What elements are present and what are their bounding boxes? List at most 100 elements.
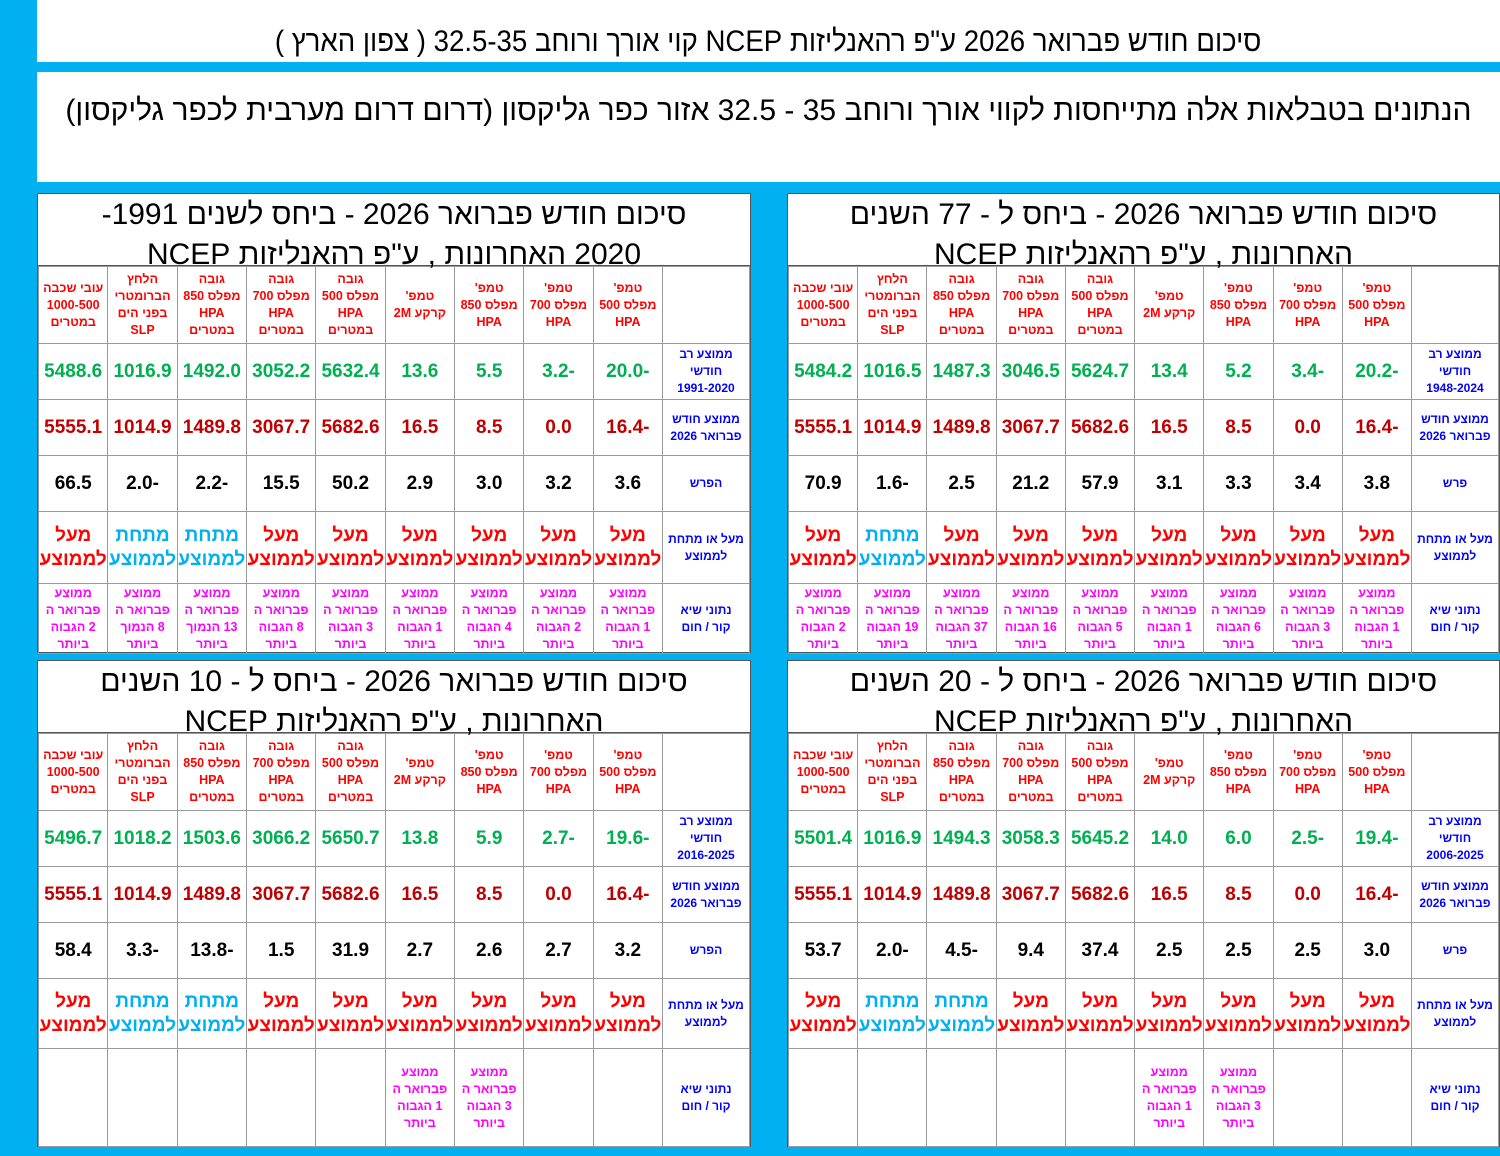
current-cell: 16.5 — [384, 399, 456, 456]
record-cell: ממוצע פברואר ה 1 הגבוה ביותר — [592, 583, 664, 654]
table-title: סיכום חודש פברואר 2026 - ביחס ל - 77 השנ… — [788, 194, 1499, 271]
main-title: סיכום חודש פברואר 2026 ע"פ רהאנליזות NCE… — [275, 25, 1262, 58]
table-title: סיכום חודש פברואר 2026 - ביחס ל - 20 השנ… — [788, 661, 1499, 738]
record-cell — [315, 1048, 386, 1147]
record-cell: ממוצע פברואר ה 3 הגבוה ביותר — [454, 1048, 525, 1147]
avg-cell: 1494.3 — [926, 810, 997, 867]
long-term-average-row: ממוצע רב חודשי 2006-2025 -19.4 -2.5 6.0 14.0… — [787, 810, 1499, 867]
column-header: עובי שכבה 1000-500 במטרים — [37, 733, 109, 811]
header-corner-cell — [662, 266, 750, 344]
column-header: גובה מפלס 850 HPA במטרים — [176, 266, 248, 344]
record-cell — [1341, 1048, 1413, 1147]
record-cell — [995, 1048, 1066, 1147]
diff-cell: 1.5 — [246, 922, 317, 979]
column-header: גובה מפלס 700 HPA במטרים — [246, 733, 317, 811]
column-header: גובה מפלס 850 HPA במטרים — [926, 733, 997, 811]
record-cell: ממוצע פברואר ה 4 הגבוה ביותר — [454, 583, 525, 654]
status-cell: מעל לממוצע — [1341, 978, 1413, 1049]
column-header: עובי שכבה 1000-500 במטרים — [787, 266, 859, 344]
avg-cell: 1487.3 — [926, 343, 997, 400]
data-table: טמפ' מפלס 500 HPA טמפ' מפלס 700 HPA טמפ' מ… — [37, 733, 750, 1147]
diff-cell: 9.4 — [995, 922, 1066, 979]
diff-cell: 37.4 — [1064, 922, 1136, 979]
main-title-box: סיכום חודש פברואר 2026 ע"פ רהאנליזות NCE… — [37, 0, 1500, 62]
current-cell: -16.4 — [592, 866, 664, 923]
record-cell: ממוצע פברואר ה 1 הגבוה ביותר — [1134, 1048, 1205, 1147]
diff-cell: 53.7 — [787, 922, 859, 979]
column-header: גובה מפלס 700 HPA במטרים — [995, 266, 1066, 344]
avg-cell: 5488.6 — [37, 343, 109, 400]
diff-cell: 57.9 — [1064, 455, 1136, 512]
current-month-row: ממוצע חודש פברואר 2026 -16.4 0.0 8.5 16.5 568… — [787, 399, 1499, 456]
current-month-row: ממוצע חודש פברואר 2026 -16.4 0.0 8.5 16.5 568… — [37, 866, 750, 923]
current-cell: 1489.8 — [176, 399, 248, 456]
status-cell: מתחת לממוצע — [176, 978, 248, 1049]
status-cell: מעל לממוצע — [523, 978, 594, 1049]
column-header: גובה מפלס 700 HPA במטרים — [246, 266, 317, 344]
diff-cell: 21.2 — [995, 455, 1066, 512]
column-header: הלחץ הברומטרי בפני הים SLP — [107, 266, 178, 344]
current-cell: 16.5 — [1134, 399, 1205, 456]
status-cell: מעל לממוצע — [246, 978, 317, 1049]
status-cell: מעל לממוצע — [592, 511, 664, 584]
record-cell: ממוצע פברואר ה 1 הגבוה ביותר — [1341, 583, 1413, 654]
record-cell: ממוצע פברואר ה 2 הגבוה ביותר — [523, 583, 594, 654]
above-below-row: מעל או מתחת לממוצע מעל לממוצע מעל לממוצע מע… — [37, 978, 750, 1049]
difference-row: פרש 3.0 2.5 2.5 2.5 37.4 9.4 -4.5 -2.0 53.7 — [787, 922, 1499, 979]
row-label: ממוצע חודש פברואר 2026 — [1411, 399, 1499, 456]
record-cell — [857, 1048, 928, 1147]
status-cell: מתחת לממוצע — [107, 978, 178, 1049]
current-cell: 5682.6 — [315, 399, 386, 456]
difference-row: פרש 3.8 3.4 3.3 3.1 57.9 21.2 2.5 -1.6 70.9 — [787, 455, 1499, 512]
current-cell: 5682.6 — [1064, 866, 1136, 923]
column-header: טמפ' מפלס 700 HPA — [523, 266, 594, 344]
row-label: נתוני שיא קור / חום — [1411, 1048, 1499, 1147]
status-cell: מתחת לממוצע — [176, 511, 248, 584]
header-row: טמפ' מפלס 500 HPA טמפ' מפלס 700 HPA טמפ' מ… — [787, 733, 1499, 811]
column-header: הלחץ הברומטרי בפני הים SLP — [107, 733, 178, 811]
record-cell: ממוצע פברואר ה 2 הגבוה ביותר — [787, 583, 859, 654]
record-cell: ממוצע פברואר ה 3 הגבוה ביותר — [1272, 583, 1343, 654]
current-cell: 8.5 — [454, 399, 525, 456]
record-cell: ממוצע פברואר ה 3 הגבוה ביותר — [315, 583, 386, 654]
diff-cell: 3.0 — [454, 455, 525, 512]
diff-cell: -2.2 — [176, 455, 248, 512]
avg-cell: -3.4 — [1272, 343, 1343, 400]
avg-cell: 6.0 — [1203, 810, 1274, 867]
summary-table-77-years: סיכום חודש פברואר 2026 - ביחס ל - 77 השנ… — [787, 193, 1500, 654]
status-cell: מעל לממוצע — [315, 978, 386, 1049]
avg-cell: 5.9 — [454, 810, 525, 867]
diff-cell: 58.4 — [37, 922, 109, 979]
avg-cell: -20.2 — [1341, 343, 1413, 400]
avg-cell: -20.0 — [592, 343, 664, 400]
avg-cell: -19.4 — [1341, 810, 1413, 867]
summary-table-1991-2020: סיכום חודש פברואר 2026 - ביחס לשנים 1991… — [37, 193, 751, 654]
header-corner-cell — [1411, 733, 1499, 811]
current-cell: 1489.8 — [926, 399, 997, 456]
record-cell: ממוצע פברואר ה 13 הנמוך ביותר — [176, 583, 248, 654]
status-cell: מעל לממוצע — [37, 511, 109, 584]
status-cell: מעל לממוצע — [523, 511, 594, 584]
avg-cell: 13.6 — [384, 343, 456, 400]
avg-cell: 5.2 — [1203, 343, 1274, 400]
status-cell: מעל לממוצע — [995, 511, 1066, 584]
column-header: טמפ' מפלס 700 HPA — [1272, 266, 1343, 344]
column-header: טמפ' קרקע 2M — [1134, 733, 1205, 811]
diff-cell: 3.4 — [1272, 455, 1343, 512]
column-header: טמפ' מפלס 850 HPA — [454, 733, 525, 811]
column-header: עובי שכבה 1000-500 במטרים — [787, 733, 859, 811]
diff-cell: -2.0 — [107, 455, 178, 512]
record-cell — [592, 1048, 664, 1147]
long-term-average-row: ממוצע רב חודשי 2016-2025 -19.6 -2.7 5.9 13.8… — [37, 810, 750, 867]
diff-cell: -2.0 — [857, 922, 928, 979]
row-label: ממוצע חודש פברואר 2026 — [662, 399, 750, 456]
row-label: פרש — [1411, 455, 1499, 512]
avg-cell: 3066.2 — [246, 810, 317, 867]
column-header: טמפ' קרקע 2M — [384, 733, 456, 811]
column-header: טמפ' מפלס 700 HPA — [523, 733, 594, 811]
record-cell — [107, 1048, 178, 1147]
current-cell: -16.4 — [1341, 399, 1413, 456]
current-cell: 5682.6 — [315, 866, 386, 923]
record-cell: ממוצע פברואר ה 16 הגבוה ביותר — [995, 583, 1066, 654]
column-header: טמפ' קרקע 2M — [1134, 266, 1205, 344]
